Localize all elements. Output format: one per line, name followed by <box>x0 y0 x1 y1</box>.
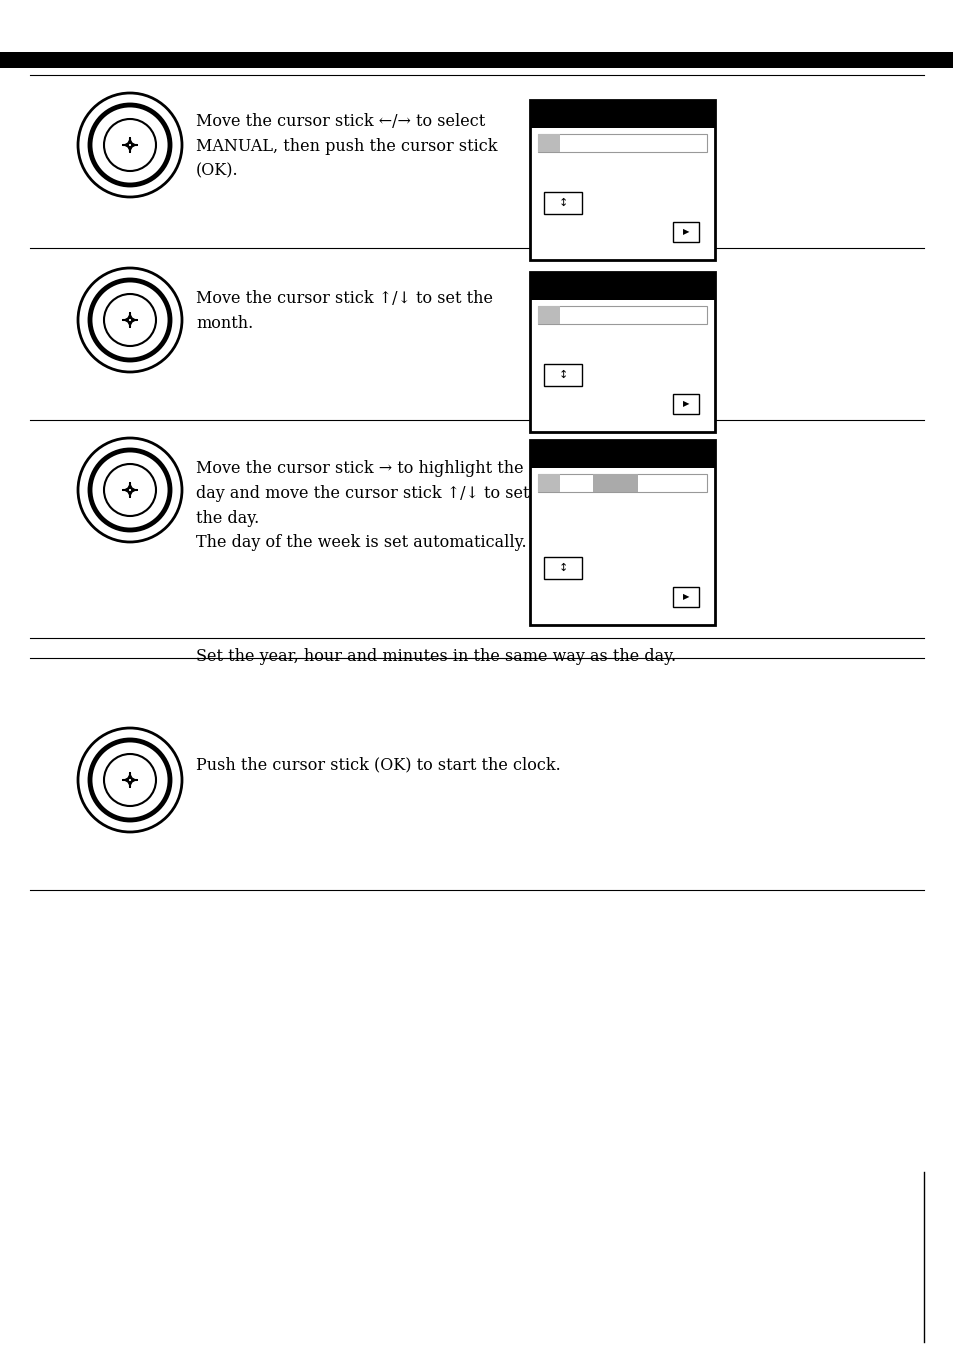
Bar <box>537 306 559 324</box>
Bar <box>530 439 714 625</box>
Text: Move the cursor stick ←/→ to select
MANUAL, then push the cursor stick
(OK).: Move the cursor stick ←/→ to select MANU… <box>195 114 497 180</box>
Bar <box>0 51 953 68</box>
Bar <box>543 364 581 387</box>
Bar <box>530 272 714 300</box>
Text: Push the cursor stick (OK) to start the clock.: Push the cursor stick (OK) to start the … <box>195 756 560 773</box>
Circle shape <box>104 464 156 516</box>
Text: ↕: ↕ <box>558 370 567 380</box>
Bar <box>543 192 581 214</box>
Circle shape <box>104 754 156 806</box>
Bar <box>530 272 714 433</box>
Text: Move the cursor stick → to highlight the
day and move the cursor stick ↑/↓ to se: Move the cursor stick → to highlight the… <box>195 460 529 552</box>
Circle shape <box>104 293 156 346</box>
Bar <box>530 439 714 468</box>
Bar <box>672 393 699 414</box>
Text: ↕: ↕ <box>558 562 567 573</box>
Bar <box>530 100 714 260</box>
Bar <box>537 306 706 324</box>
Bar <box>543 557 581 579</box>
Bar <box>537 475 559 492</box>
Circle shape <box>104 119 156 170</box>
Text: Set the year, hour and minutes in the same way as the day.: Set the year, hour and minutes in the sa… <box>195 648 676 665</box>
Text: ▶: ▶ <box>682 592 688 602</box>
Bar <box>672 222 699 242</box>
Bar <box>537 134 559 151</box>
Bar <box>530 100 714 128</box>
Text: ▶: ▶ <box>682 227 688 237</box>
Bar <box>537 475 706 492</box>
Bar <box>672 587 699 607</box>
Bar <box>537 134 706 151</box>
Text: ▶: ▶ <box>682 399 688 408</box>
Text: ↕: ↕ <box>558 197 567 208</box>
Text: Move the cursor stick ↑/↓ to set the
month.: Move the cursor stick ↑/↓ to set the mon… <box>195 289 493 331</box>
Bar <box>593 475 638 492</box>
